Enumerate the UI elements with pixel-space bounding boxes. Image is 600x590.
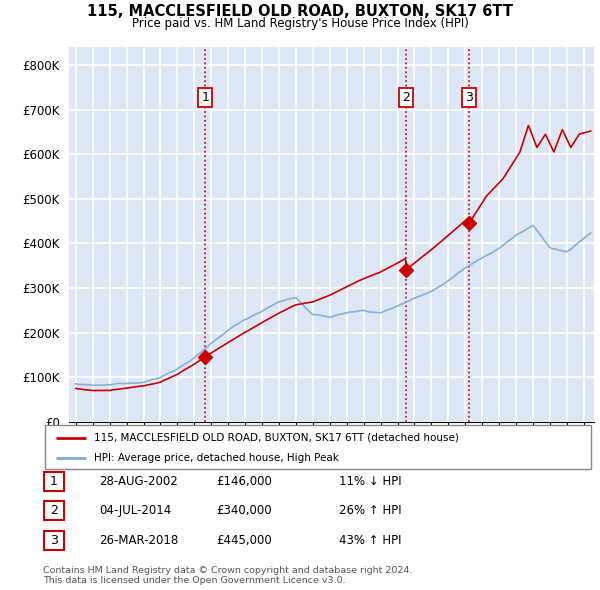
Text: Contains HM Land Registry data © Crown copyright and database right 2024.
This d: Contains HM Land Registry data © Crown c… — [43, 566, 413, 585]
Text: 115, MACCLESFIELD OLD ROAD, BUXTON, SK17 6TT: 115, MACCLESFIELD OLD ROAD, BUXTON, SK17… — [87, 4, 513, 19]
Text: 11% ↓ HPI: 11% ↓ HPI — [339, 475, 401, 488]
Text: £340,000: £340,000 — [216, 504, 272, 517]
Text: 2: 2 — [402, 91, 410, 104]
Text: 2: 2 — [50, 504, 58, 517]
Text: 3: 3 — [465, 91, 473, 104]
Text: 04-JUL-2014: 04-JUL-2014 — [99, 504, 171, 517]
Text: 26-MAR-2018: 26-MAR-2018 — [99, 534, 178, 547]
Text: 1: 1 — [202, 91, 209, 104]
Text: 115, MACCLESFIELD OLD ROAD, BUXTON, SK17 6TT (detached house): 115, MACCLESFIELD OLD ROAD, BUXTON, SK17… — [94, 432, 459, 442]
Text: 28-AUG-2002: 28-AUG-2002 — [99, 475, 178, 488]
Text: 43% ↑ HPI: 43% ↑ HPI — [339, 534, 401, 547]
Text: £146,000: £146,000 — [216, 475, 272, 488]
Text: 3: 3 — [50, 534, 58, 547]
Text: 26% ↑ HPI: 26% ↑ HPI — [339, 504, 401, 517]
Text: 1: 1 — [50, 475, 58, 488]
Text: HPI: Average price, detached house, High Peak: HPI: Average price, detached house, High… — [94, 453, 339, 463]
Text: £445,000: £445,000 — [216, 534, 272, 547]
Text: Price paid vs. HM Land Registry's House Price Index (HPI): Price paid vs. HM Land Registry's House … — [131, 17, 469, 30]
